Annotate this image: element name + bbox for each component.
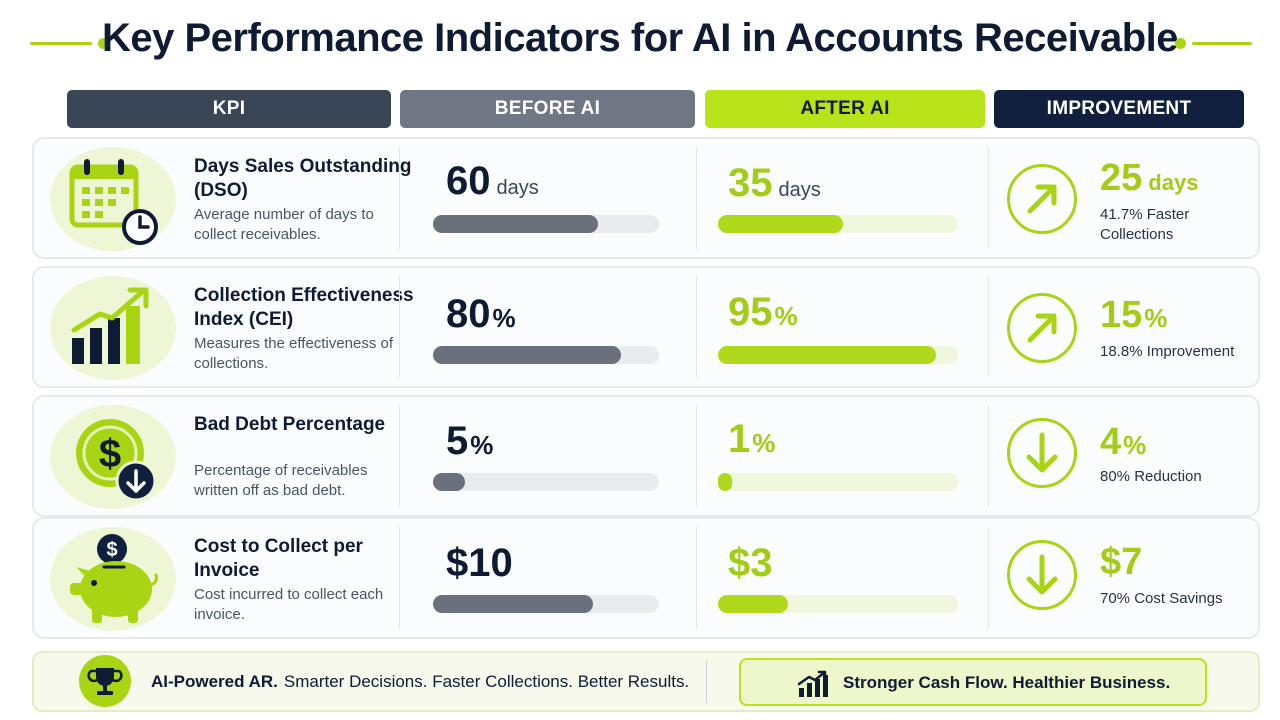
column-divider [399, 276, 400, 378]
kpi-name: Bad Debt Percentage [194, 414, 386, 435]
arrow-down-icon [1007, 540, 1077, 610]
column-divider [988, 405, 989, 507]
column-divider [399, 147, 400, 249]
column-divider [696, 405, 697, 507]
page-title: Key Performance Indicators for AI in Acc… [101, 16, 1179, 60]
arrow-up-right-icon [1007, 293, 1077, 363]
footer-highlight: Stronger Cash Flow. Healthier Business. [739, 658, 1207, 706]
title-decoration-dot-left [98, 38, 109, 49]
dollar-down-icon: $ [50, 405, 176, 509]
column-divider [399, 527, 400, 629]
after-value: 95% [728, 290, 798, 334]
header-after-ai: AFTER AI [705, 90, 985, 128]
kpi-name: Cost to Collect per Invoice [194, 536, 363, 581]
title-decoration-right [1192, 42, 1252, 45]
kpi-description: Cost incurred to collect each invoice. [194, 586, 384, 623]
improvement-note: 70% Cost Savings [1100, 590, 1223, 607]
after-bar-fill [718, 215, 843, 233]
kpi-row-cei: Collection Effectiveness Index (CEI) Mea… [32, 266, 1260, 388]
arrow-up-right-icon [1007, 164, 1077, 234]
improvement-value: 25 days [1100, 157, 1199, 199]
column-divider [988, 276, 989, 378]
header-improvement: IMPROVEMENT [994, 90, 1244, 128]
title-row: Key Performance Indicators for AI in Acc… [0, 14, 1280, 72]
piggy-bank-icon: $ [50, 527, 176, 631]
arrow-down-icon [1007, 418, 1077, 488]
before-bar-fill [433, 215, 598, 233]
footer-tagline: AI-Powered AR. Smarter Decisions. Faster … [151, 672, 689, 692]
before-value: 5% [446, 419, 494, 463]
after-value: 35 days [728, 161, 821, 205]
trophy-icon [79, 655, 131, 707]
kpi-description: Average number of days to collect receiv… [194, 206, 374, 243]
svg-text:$: $ [99, 432, 121, 476]
improvement-value: 15% [1100, 294, 1168, 336]
improvement-note: 18.8% Improvement [1100, 343, 1235, 360]
column-divider [399, 405, 400, 507]
before-bar-fill [433, 346, 621, 364]
after-bar-fill [718, 346, 937, 364]
footer-tagline-text: Smarter Decisions. Faster Collections. B… [283, 672, 690, 691]
column-divider [988, 147, 989, 249]
kpi-row-bad-debt: $ Bad Debt Percentage Percentage of rece… [32, 395, 1260, 517]
improvement-value: 4% [1100, 421, 1147, 463]
after-bar [718, 473, 958, 491]
before-bar [433, 346, 659, 364]
kpi-description: Measures the effectiveness of collection… [194, 335, 393, 372]
footer-tagline-bold: AI-Powered AR. [151, 672, 278, 691]
after-value: $3 [728, 541, 773, 585]
kpi-description: Percentage of receivables written off as… [194, 462, 368, 499]
kpi-row-dso: Days Sales Outstanding (DSO) Average num… [32, 137, 1260, 259]
kpi-name: Collection Effectiveness Index (CEI) [194, 285, 414, 330]
before-bar [433, 473, 659, 491]
footer-highlight-text: Stronger Cash Flow. Healthier Business. [843, 673, 1171, 692]
improvement-note: 80% Reduction [1100, 468, 1202, 485]
after-value: 1% [728, 417, 776, 461]
improvement-value: $7 [1100, 541, 1143, 583]
before-bar-fill [433, 473, 465, 491]
footer-divider [706, 661, 707, 703]
title-decoration-dot-right [1175, 38, 1186, 49]
column-divider [988, 527, 989, 629]
before-bar [433, 215, 659, 233]
footer-banner: AI-Powered AR. Smarter Decisions. Faster … [32, 651, 1260, 712]
after-bar [718, 215, 958, 233]
before-value: 60 days [446, 159, 539, 203]
column-divider [696, 527, 697, 629]
before-value: 80% [446, 292, 516, 336]
kpi-name: Days Sales Outstanding (DSO) [194, 156, 412, 201]
header-before-ai: BEFORE AI [400, 90, 695, 128]
before-bar-fill [433, 595, 594, 613]
after-bar [718, 346, 958, 364]
after-bar [718, 595, 958, 613]
kpi-row-cost-to-collect: $ Cost to Collect per Invoice Cost incur… [32, 517, 1260, 639]
rising-chart-icon [797, 670, 828, 697]
before-value: $10 [446, 541, 513, 585]
before-bar [433, 595, 659, 613]
title-decoration-left [30, 42, 92, 45]
column-divider [696, 147, 697, 249]
calendar-clock-icon [50, 147, 176, 251]
column-divider [696, 276, 697, 378]
growth-chart-icon [50, 276, 176, 380]
after-bar-fill [718, 595, 788, 613]
after-bar-fill [718, 473, 733, 491]
svg-text:$: $ [106, 539, 117, 561]
header-kpi: KPI [67, 90, 391, 128]
improvement-note: 41.7% Faster Collections [1100, 206, 1190, 243]
